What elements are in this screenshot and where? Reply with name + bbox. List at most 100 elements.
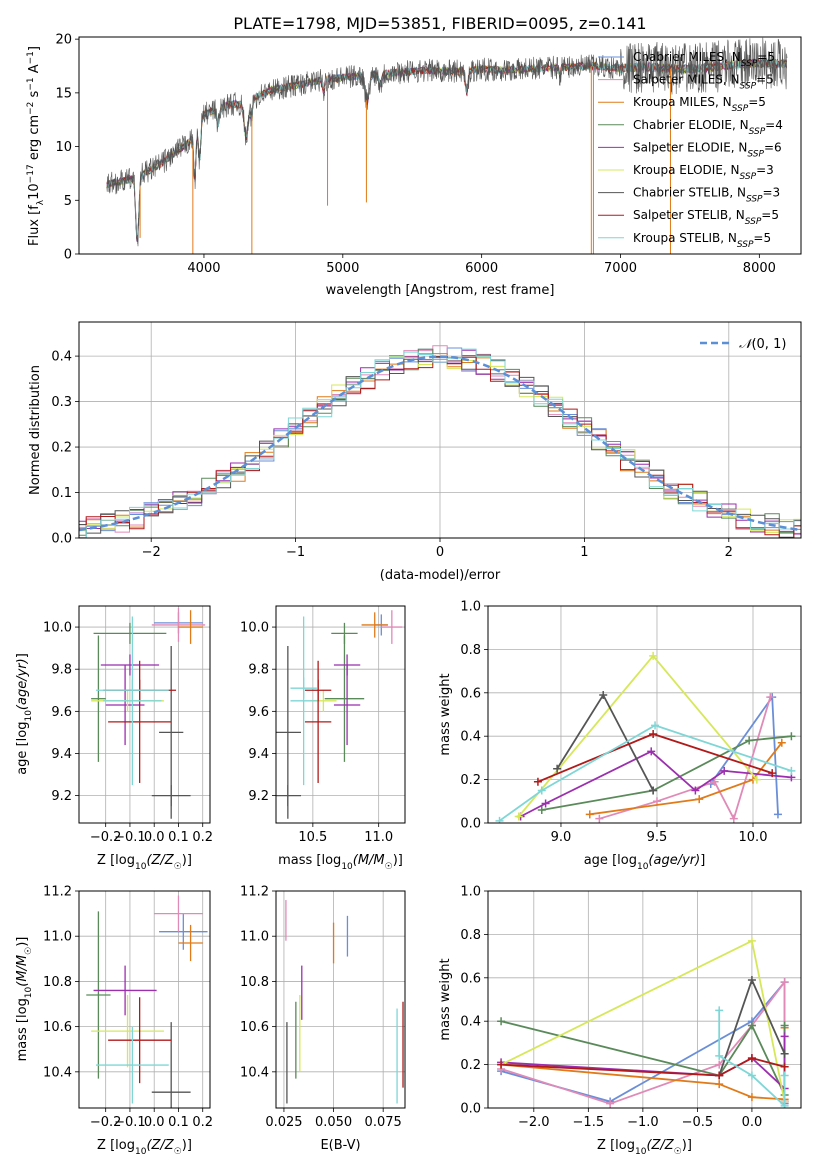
y-tick-label: 0.1 [51, 486, 72, 501]
data-point [780, 978, 789, 987]
data-point [780, 1101, 789, 1108]
chart-spectrum: 4000 5000 6000 7000 8000 0 5 10 15 20 Chabrier MIL… [26, 33, 802, 298]
data-point [715, 1071, 724, 1080]
errorbar-salpeter-stelib [304, 660, 332, 783]
errorbar-kroupa-stelib [95, 679, 169, 701]
plot-area [86, 895, 208, 1108]
figure-title: PLATE=1798, MJD=53851, FIBERID=0095, z=0… [233, 14, 646, 33]
legend-label: Salpeter MILES, NSSP=5 [633, 73, 774, 92]
x-tick-label: 4000 [187, 261, 220, 276]
y-axis-label: mass weight [438, 673, 453, 755]
errorbar-kroupa-miles [361, 612, 388, 638]
y-tick-label: 9.2 [51, 789, 72, 804]
data-point [787, 766, 796, 775]
legend-label: Salpeter STELIB, NSSP=5 [633, 208, 779, 227]
data-point [595, 814, 604, 823]
chart-mass_vs_EBV: 0.025 0.050 0.075 10.4 10.6 10.8 11.0 11.2 E(B-V… [240, 885, 406, 1153]
x-tick-label: 0.025 [265, 1115, 302, 1130]
y-tick-label: 10.0 [240, 621, 269, 636]
x-tick-label: 0.050 [315, 1115, 352, 1130]
data-point [710, 777, 719, 786]
data-point [599, 690, 608, 699]
errorbar-chabrier-stelib [151, 785, 191, 807]
legend-label: Salpeter ELODIE, NSSP=6 [633, 140, 782, 159]
series-line [541, 735, 792, 811]
gridlines [488, 605, 801, 824]
chart-residuals: −2 −1 0 1 2 0.0 0.1 0.2 0.3 0.4 𝒩(0, 1) (data-model… [28, 321, 802, 583]
legend-label: Chabrier MILES, NSSP=5 [633, 50, 775, 69]
y-tick-label: 0.0 [460, 817, 481, 832]
data-point [780, 1062, 789, 1071]
errorbar-chabrier-elodie [324, 635, 365, 762]
axes-frame [487, 890, 802, 1109]
series-kroupa-miles [585, 738, 786, 819]
x-tick-label: 0.075 [365, 1115, 402, 1130]
x-axis-label: age [log10(age/yr)] [584, 853, 706, 872]
x-tick-label: 0.2 [192, 1115, 213, 1130]
series-line [589, 742, 783, 816]
y-tick-label: 11.2 [43, 885, 72, 900]
series-line [556, 693, 654, 791]
y-axis-label: mass weight [438, 958, 453, 1040]
spectrum-data [106, 37, 788, 247]
series-line [500, 979, 786, 1105]
data-point [747, 1093, 756, 1102]
x-axis-label: mass [log10(M/M☉)] [278, 853, 403, 872]
errorbar-salpeter-miles [381, 610, 403, 644]
x-tick-label: −0.5 [682, 1115, 714, 1130]
errorbar-salpeter-stelib [304, 679, 332, 701]
series-line [501, 1057, 785, 1077]
x-axis-label: Z [log10(Z/Z☉)] [97, 853, 192, 872]
x-axis-label: Z [log10(Z/Z☉)] [97, 1138, 192, 1157]
y-axis-label: Normed distribution [28, 365, 43, 495]
data-point [766, 693, 775, 702]
series-line [520, 750, 792, 818]
errorbar-chabrier-miles [159, 913, 208, 950]
y-tick-label: 10.0 [43, 621, 72, 636]
axes-frame [487, 605, 802, 824]
data-point [514, 812, 523, 821]
y-tick-label: 9.4 [248, 747, 269, 762]
x-axis-label: wavelength [Angstrom, rest frame] [326, 283, 555, 298]
errorbar-salpeter-stelib [108, 997, 172, 1084]
y-tick-label: 0.4 [460, 730, 481, 745]
x-tick-label: 5000 [326, 261, 359, 276]
x-tick-label: 6000 [465, 261, 498, 276]
y-tick-label: 0.2 [460, 773, 481, 788]
x-tick-label: 0.0 [144, 1115, 165, 1130]
plot-area [106, 37, 788, 254]
data-point [752, 775, 761, 784]
errorbar-chabrier-elodie [331, 622, 358, 644]
errorbar-kroupa-stelib [95, 1026, 169, 1104]
errorbar-chabrier-elodie [91, 635, 106, 762]
errorbar-kroupa-stelib [290, 677, 317, 699]
y-axis-label: Flux [fλ10−17 erg cm−2 s−1 A−1] [26, 46, 46, 246]
x-tick-label: −2 [142, 545, 161, 560]
y-tick-label: 0.4 [51, 350, 72, 365]
data-point [533, 777, 542, 786]
data-point [780, 1032, 789, 1041]
histogram-chabrier-miles [79, 347, 801, 538]
gridlines [276, 606, 405, 823]
errorbar-salpeter-stelib [108, 660, 172, 783]
x-tick-label: 9.5 [647, 830, 668, 845]
x-tick-label: 2 [725, 545, 733, 560]
y-axis-label: mass [log10(M/M☉)] [15, 937, 34, 1062]
x-tick-label: 0.2 [192, 830, 213, 845]
data-point [787, 732, 796, 741]
axes-frame [78, 890, 211, 1109]
x-axis-label: (data-model)/error [380, 568, 501, 583]
data-point [768, 769, 777, 778]
data-point [780, 1071, 789, 1080]
y-tick-label: 10 [55, 140, 72, 155]
data-point [715, 1080, 724, 1089]
y-tick-label: 0.3 [51, 395, 72, 410]
errorbar-chabrier-stelib [151, 1022, 191, 1108]
data-point [715, 1060, 724, 1069]
errorbar-chabrier-elodie [93, 622, 167, 644]
y-tick-label: 9.8 [51, 663, 72, 678]
data-point [537, 786, 546, 795]
x-tick-label: −2.0 [518, 1115, 550, 1130]
chart-age_vs_Z: −0.2−0.10.0 0.1 0.2 9.2 9.4 9.6 9.8 10.0 Z [log1… [15, 605, 213, 872]
